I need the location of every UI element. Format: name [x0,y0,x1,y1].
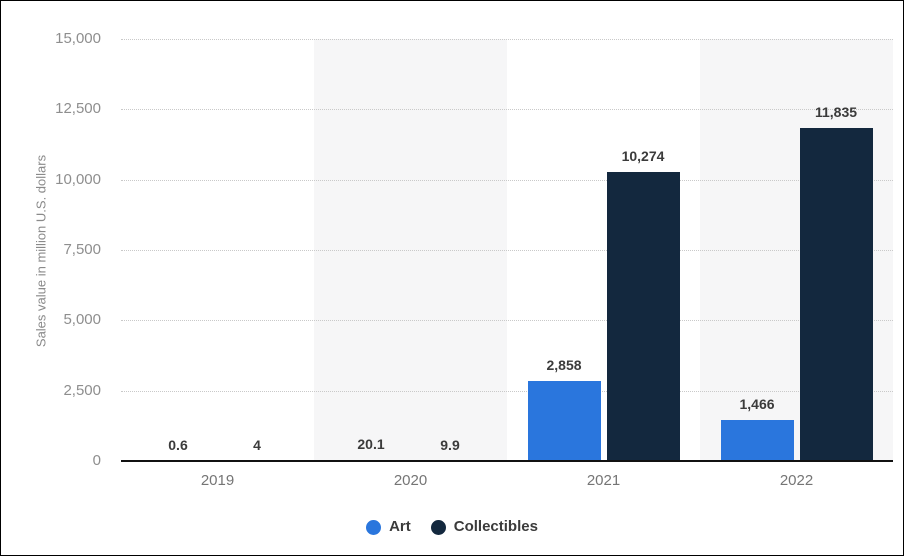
y-tick-label: 5,000 [63,311,101,329]
legend-item-collectibles[interactable]: Collectibles [430,518,538,536]
x-axis-label-2022: 2022 [779,472,814,489]
y-tick-label: 0 [92,452,101,469]
value-label-collectibles-2019: 4 [253,436,261,453]
value-label-art-2022: 1,466 [739,395,775,412]
bar-art-2021[interactable] [527,380,601,461]
value-label-collectibles-2021: 10,274 [621,147,665,164]
x-axis-label-2019: 2019 [200,472,235,489]
bar-collectibles-2022[interactable] [799,128,873,461]
value-label-art-2020: 20.1 [357,436,385,453]
gridline-15,000 [121,39,893,40]
gridline-5,000 [121,320,893,322]
value-label-collectibles-2022: 11,835 [814,104,858,121]
value-label-art-2019: 0.6 [168,436,188,453]
bar-collectibles-2021[interactable] [606,171,680,461]
legend-label-collectibles: Collectibles [453,518,538,535]
legend-item-art[interactable]: Art [366,518,411,536]
value-label-art-2021: 2,858 [546,356,582,373]
x-axis-label-2021: 2021 [586,472,621,489]
gridline-10,000 [121,179,893,181]
x-axis-label-2020: 2020 [393,472,428,489]
x-axis-line [121,460,893,462]
gridline-2,500 [121,390,893,392]
legend: Art Collectibles [1,518,903,536]
y-tick-label: 12,500 [55,100,101,118]
y-tick-label: 7,500 [63,241,101,258]
gridline-7,500 [121,250,893,251]
collectibles-series-swatch-icon [430,519,446,535]
y-tick-label: 2,500 [63,381,101,399]
gridline-12,500 [121,109,893,111]
y-tick-label: 15,000 [55,30,101,47]
legend-label-art: Art [389,518,411,535]
y-tick-label: 10,000 [55,170,101,188]
art-series-swatch-icon [366,519,382,535]
bar-art-2022[interactable] [720,419,794,461]
value-label-collectibles-2020: 9.9 [440,436,460,453]
